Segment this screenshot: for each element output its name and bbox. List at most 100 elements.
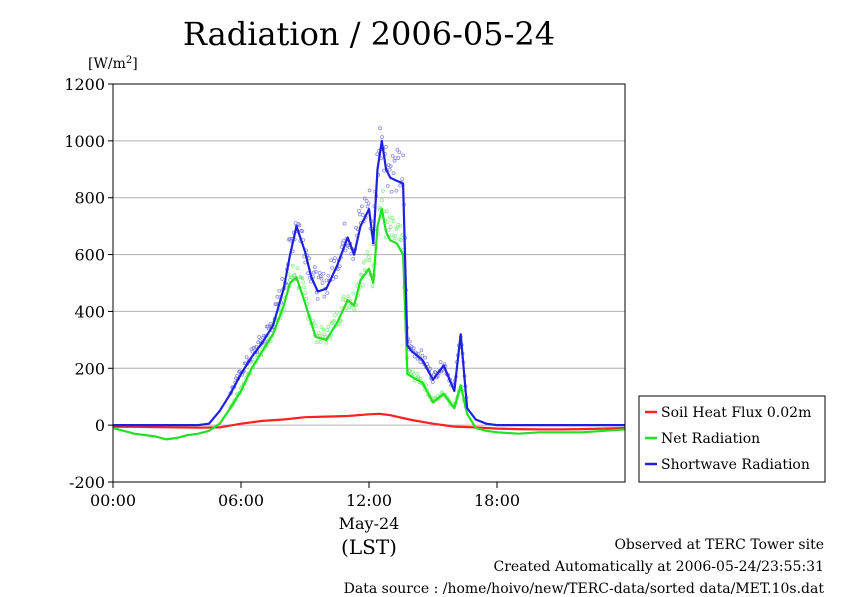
scatter-point: [385, 183, 390, 188]
scatter-point: [274, 302, 279, 306]
scatter-point: [318, 339, 323, 344]
scatter-point: [332, 259, 336, 263]
scatter-point: [351, 257, 356, 261]
scatter-point: [325, 291, 330, 295]
scatter-point: [322, 294, 327, 299]
scatter-point: [363, 258, 368, 263]
scatter-point: [362, 268, 367, 272]
scatter-point: [397, 150, 402, 155]
scatter-point: [315, 297, 320, 301]
scatter-point: [313, 324, 318, 328]
scatter-point: [361, 260, 366, 265]
scatter-point: [357, 209, 361, 213]
scatter-point: [418, 376, 423, 381]
scatter-point: [364, 199, 369, 203]
plot-frame: [112, 83, 626, 483]
line-soil-heat-flux: [112, 412, 626, 431]
scatter-point: [390, 215, 395, 220]
scatter-point: [393, 233, 398, 238]
x-axis-date-label: May-24: [339, 514, 400, 533]
scatter-point: [381, 189, 385, 193]
scatter-point: [257, 349, 261, 354]
scatter-point: [265, 324, 270, 329]
scatter-point: [322, 332, 327, 337]
scatter-point: [380, 198, 384, 203]
scatter-point: [338, 318, 343, 323]
scatter-point: [367, 258, 372, 263]
x-tick-label: 18:00: [474, 491, 520, 510]
scatter-point: [401, 153, 405, 158]
scatter-point: [347, 305, 352, 310]
scatter-point: [252, 345, 257, 350]
scatter-point: [389, 233, 394, 238]
scatter-point: [408, 344, 413, 349]
scatter-point: [419, 348, 424, 353]
scatter-point: [302, 285, 307, 290]
scatter-point: [384, 145, 388, 149]
scatter-point: [312, 265, 317, 269]
x-tick-label: 12:00: [346, 491, 392, 510]
scatter-point: [244, 355, 249, 360]
scatter-point: [341, 238, 346, 243]
scatter-point: [387, 167, 392, 172]
scatter-point: [386, 228, 391, 232]
legend-label: Net Radiation: [661, 431, 760, 447]
scatter-point: [384, 235, 388, 240]
scatter-point: [295, 266, 300, 271]
scatter-point: [292, 273, 297, 277]
legend: Soil Heat Flux 0.02m Net Radiation Shortwa…: [638, 395, 826, 483]
scatter-point: [431, 380, 435, 384]
scatter-point: [360, 204, 364, 209]
grid: [113, 140, 625, 426]
scatter-point: [343, 248, 348, 253]
x-tick-label: 06:00: [218, 491, 264, 510]
scatter-point: [370, 284, 375, 289]
scatter-point: [387, 215, 392, 220]
y-tick-label: 0: [95, 416, 105, 435]
chart-title: Radiation / 2006-05-24: [183, 15, 555, 53]
scatter-point: [388, 225, 393, 229]
scatter-point: [410, 370, 415, 374]
scatter-point: [346, 294, 351, 299]
scatter-point: [380, 135, 384, 139]
scatter-point: [300, 276, 305, 281]
x-axis-timezone-label: (LST): [341, 535, 397, 559]
scatter-point: [408, 339, 412, 344]
y-tick-label: -200: [69, 473, 105, 492]
scatter-point: [400, 177, 405, 181]
scatter-point: [365, 250, 370, 254]
scatter-point: [326, 273, 331, 278]
scatter-points: [228, 126, 469, 410]
scatter-point: [415, 372, 420, 376]
scatter-point: [375, 152, 380, 157]
scatter-point: [391, 219, 396, 223]
scatter-point: [360, 213, 365, 217]
y-axis-unit: [W/m2]: [88, 55, 138, 72]
scatter-point: [324, 340, 329, 345]
scatter-point: [367, 188, 372, 193]
scatter-point: [341, 294, 346, 299]
scatter-point: [313, 269, 318, 274]
scatter-point: [257, 335, 261, 339]
scatter-point: [301, 280, 306, 285]
scatter-point: [439, 390, 444, 395]
scatter-point: [319, 276, 324, 281]
scatter-point: [280, 277, 285, 281]
scatter-point: [320, 281, 325, 285]
x-tick-label: 00:00: [90, 491, 136, 510]
y-tick-label: 800: [74, 189, 105, 208]
scatter-point: [398, 224, 403, 229]
scatter-point: [365, 204, 370, 209]
scatter-point: [400, 233, 405, 238]
y-tick-label: 600: [74, 246, 105, 265]
scatter-point: [395, 147, 400, 152]
footer-data-source: Data source : /home/hoivo/new/TERC-data/…: [343, 581, 824, 597]
scatter-point: [321, 327, 326, 332]
scatter-point: [362, 196, 367, 201]
scatter-point: [314, 340, 319, 345]
line-shortwave-radiation: [113, 139, 625, 427]
scatter-point: [335, 310, 339, 315]
scatter-point: [330, 266, 334, 270]
y-tick-label: 400: [74, 302, 105, 321]
